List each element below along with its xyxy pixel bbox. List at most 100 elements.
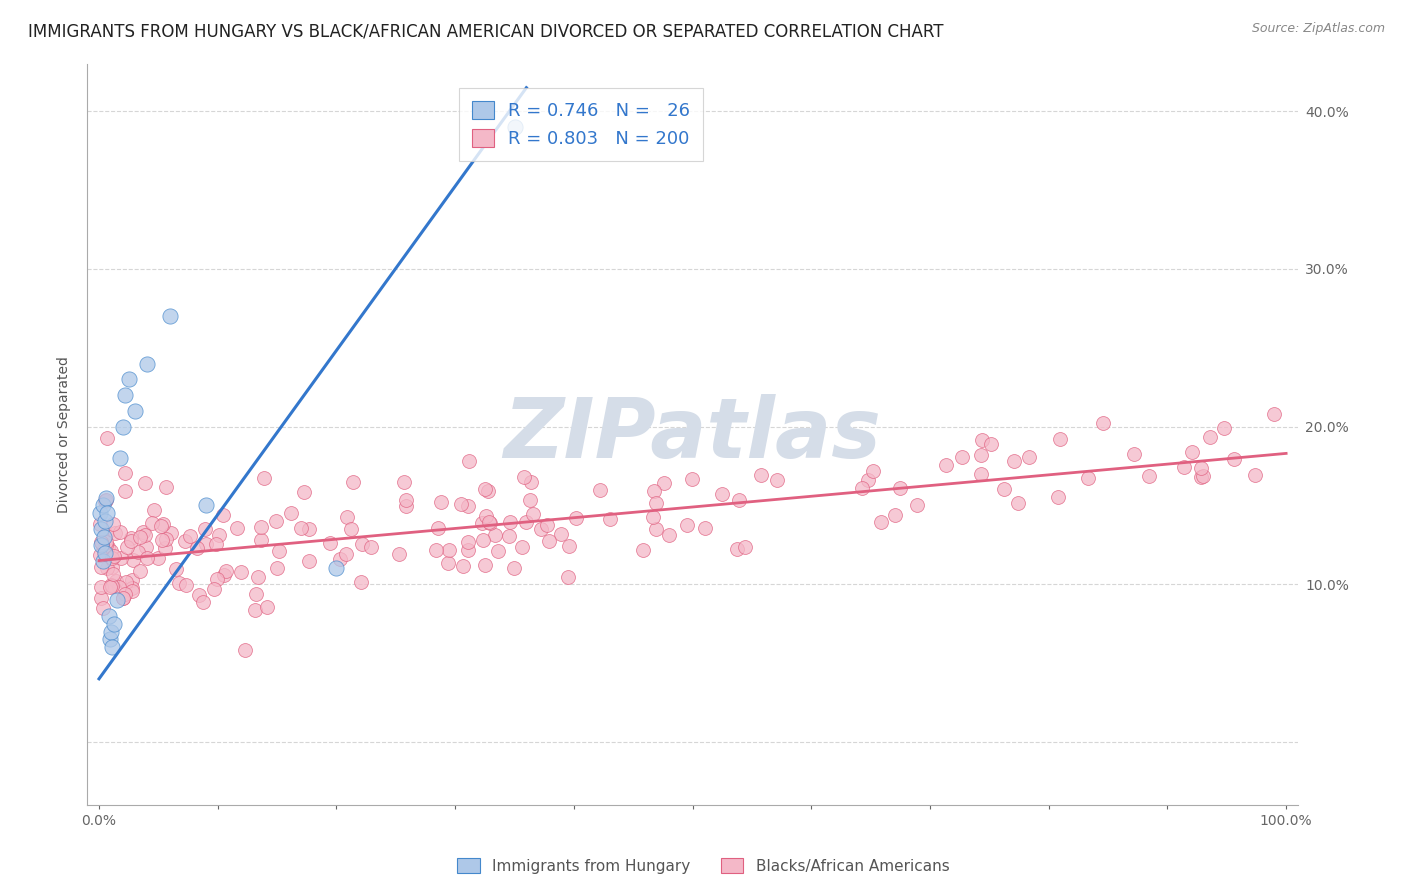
Point	[727, 493, 749, 508]
Point	[233, 642, 256, 657]
Point	[118, 372, 141, 386]
Point	[89, 506, 111, 520]
Point	[499, 515, 522, 529]
Point	[195, 536, 218, 550]
Y-axis label: Divorced or Separated: Divorced or Separated	[58, 356, 72, 513]
Point	[135, 540, 157, 554]
Point	[194, 499, 217, 513]
Point	[1077, 470, 1099, 484]
Point	[103, 616, 125, 631]
Point	[134, 476, 156, 491]
Point	[935, 458, 957, 473]
Point	[120, 531, 142, 545]
Point	[970, 467, 993, 481]
Point	[111, 419, 134, 434]
Point	[101, 579, 124, 593]
Point	[229, 565, 252, 579]
Point	[108, 580, 131, 594]
Point	[292, 485, 315, 500]
Point	[484, 528, 506, 542]
Point	[280, 506, 302, 520]
Point	[1137, 468, 1160, 483]
Point	[725, 541, 748, 556]
Point	[135, 357, 157, 371]
Point	[98, 581, 121, 595]
Point	[96, 506, 118, 520]
Point	[114, 587, 136, 601]
Point	[146, 550, 169, 565]
Point	[503, 120, 526, 135]
Point	[94, 538, 117, 552]
Point	[950, 450, 973, 464]
Point	[457, 542, 479, 557]
Point	[121, 534, 143, 549]
Point	[91, 537, 114, 551]
Point	[96, 493, 118, 508]
Point	[103, 567, 125, 582]
Point	[471, 516, 494, 531]
Point	[225, 521, 247, 535]
Legend: R = 0.746   N =   26, R = 0.803   N = 200: R = 0.746 N = 26, R = 0.803 N = 200	[460, 88, 703, 161]
Point	[643, 484, 665, 499]
Point	[264, 514, 287, 528]
Point	[980, 436, 1002, 450]
Point	[437, 556, 460, 570]
Point	[1007, 496, 1029, 510]
Point	[173, 533, 195, 548]
Point	[91, 553, 114, 567]
Point	[121, 553, 143, 567]
Point	[472, 533, 495, 547]
Point	[290, 521, 312, 535]
Point	[96, 535, 118, 549]
Point	[135, 551, 157, 566]
Point	[869, 515, 891, 529]
Point	[1018, 450, 1040, 464]
Point	[96, 527, 118, 541]
Point	[503, 561, 526, 575]
Point	[437, 542, 460, 557]
Point	[167, 575, 190, 590]
Point	[564, 511, 586, 525]
Point	[269, 544, 291, 558]
Point	[256, 599, 278, 614]
Point	[538, 534, 561, 549]
Point	[101, 550, 124, 565]
Point	[498, 529, 520, 543]
Point	[90, 535, 112, 549]
Point	[101, 560, 124, 574]
Point	[395, 499, 418, 513]
Point	[641, 510, 664, 524]
Point	[114, 484, 136, 499]
Point	[114, 388, 136, 402]
Point	[1212, 421, 1234, 435]
Point	[108, 524, 131, 539]
Point	[477, 484, 499, 499]
Point	[392, 475, 415, 489]
Point	[141, 516, 163, 530]
Point	[1244, 467, 1267, 482]
Point	[336, 510, 359, 524]
Point	[110, 451, 132, 466]
Point	[104, 574, 127, 588]
Point	[457, 499, 479, 513]
Point	[96, 432, 118, 446]
Point	[253, 471, 276, 485]
Point	[513, 469, 536, 483]
Point	[1222, 451, 1244, 466]
Point	[1192, 468, 1215, 483]
Point	[94, 514, 117, 528]
Point	[349, 575, 371, 590]
Point	[734, 540, 756, 554]
Point	[658, 528, 681, 542]
Point	[90, 591, 112, 605]
Point	[105, 593, 128, 607]
Point	[360, 540, 382, 554]
Point	[1189, 470, 1212, 484]
Point	[245, 587, 267, 601]
Point	[243, 603, 266, 617]
Point	[129, 530, 152, 544]
Point	[695, 521, 717, 535]
Point	[186, 541, 208, 555]
Point	[633, 542, 655, 557]
Point	[675, 518, 697, 533]
